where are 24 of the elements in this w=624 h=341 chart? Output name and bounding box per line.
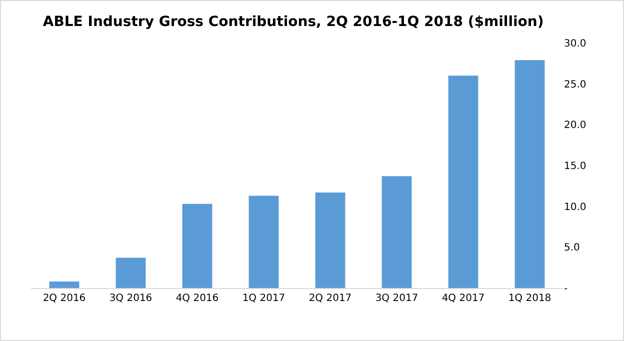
bar xyxy=(382,176,412,288)
bar xyxy=(248,196,279,288)
x-tick-label: 3Q 2017 xyxy=(375,293,418,304)
x-tick-label: 3Q 2016 xyxy=(109,293,152,304)
x-tick-label: 1Q 2017 xyxy=(242,293,286,304)
chart-title: ABLE Industry Gross Contributions, 2Q 2016-1Q 2018 ($million) xyxy=(42,14,544,30)
y-tick-label: 10.0 xyxy=(564,202,586,213)
x-tick-label: 2Q 2016 xyxy=(42,293,86,304)
y-tick-label: 25.0 xyxy=(564,79,586,90)
x-tick-label: 2Q 2017 xyxy=(308,293,352,304)
bar xyxy=(315,192,346,288)
y-tick-label: - xyxy=(564,284,568,294)
x-tick-label: 4Q 2016 xyxy=(176,293,219,304)
y-tick-label: 15.0 xyxy=(564,161,586,172)
bar xyxy=(448,76,478,288)
bar xyxy=(116,258,146,288)
bar xyxy=(182,204,212,288)
bar xyxy=(514,60,545,288)
x-tick-label: 1Q 2018 xyxy=(508,293,552,304)
y-tick-label: 30.0 xyxy=(564,38,586,50)
y-tick-label: 20.0 xyxy=(564,120,586,132)
x-tick-label: 4Q 2017 xyxy=(442,293,485,304)
bar xyxy=(49,281,80,288)
y-tick-label: 5.0 xyxy=(564,242,580,254)
